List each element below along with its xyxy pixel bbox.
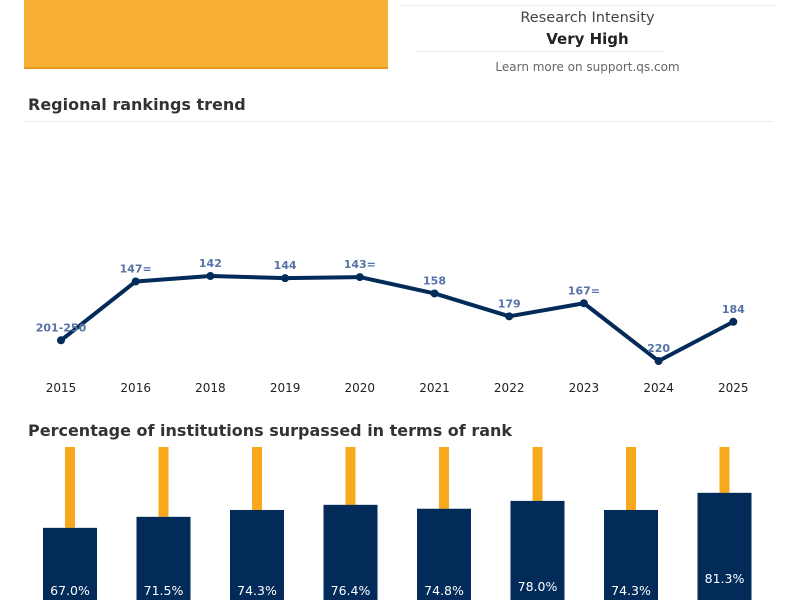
- data-point: [57, 336, 65, 345]
- remainder-bar: [532, 447, 543, 501]
- percentage-label: 67.0%: [50, 583, 90, 598]
- rank-label: 147=: [120, 262, 152, 275]
- percentage-label: 71.5%: [144, 583, 184, 598]
- percentage-bar: [697, 492, 752, 600]
- remainder-bar: [158, 447, 169, 517]
- year-label: 2019: [270, 381, 301, 395]
- percentage-label: 74.3%: [611, 583, 651, 598]
- percentage-label: 74.3%: [237, 583, 277, 598]
- remainder-bar: [345, 447, 356, 505]
- percentage-bar: [43, 527, 97, 600]
- data-point: [206, 272, 215, 280]
- divider: [415, 51, 665, 52]
- divider: [24, 121, 774, 122]
- percentage-bar: [510, 500, 565, 600]
- year-label: 2024: [643, 381, 674, 395]
- year-label: 2022: [494, 381, 525, 395]
- rank-label: 144: [274, 259, 297, 272]
- orange-banner: [24, 0, 388, 69]
- data-point: [505, 312, 514, 321]
- percentage-bar: [417, 508, 471, 600]
- trend-line: [59, 274, 735, 364]
- year-label: 2016: [120, 381, 151, 395]
- year-label: 2015: [46, 381, 77, 395]
- data-point: [729, 317, 738, 326]
- percentage-bar: [604, 509, 658, 600]
- percentage-bar: [230, 509, 284, 600]
- percentage-label: 76.4%: [331, 583, 371, 598]
- year-label: 2025: [718, 381, 749, 395]
- year-label: 2023: [569, 381, 600, 395]
- percentage-bar: [323, 504, 378, 600]
- divider: [400, 5, 775, 6]
- remainder-bar: [65, 447, 75, 528]
- remainder-bar: [439, 447, 449, 509]
- remainder-bar: [626, 447, 636, 510]
- percentage-label: 81.3%: [705, 571, 745, 586]
- rank-label: 167=: [568, 284, 600, 297]
- year-label: 2021: [419, 381, 450, 395]
- data-point: [430, 289, 439, 298]
- bar-chart-title: Percentage of institutions surpassed in …: [28, 421, 513, 440]
- rank-label: 158: [423, 274, 446, 287]
- data-point: [281, 274, 290, 283]
- learn-more-link[interactable]: Learn more on support.qs.com: [495, 60, 680, 74]
- rank-label: 143=: [344, 258, 376, 271]
- percentage-label: 78.0%: [518, 579, 558, 594]
- percentage-bar: [136, 516, 191, 600]
- remainder-bar: [252, 447, 262, 510]
- rank-label: 179: [498, 297, 521, 310]
- rank-label: 184: [722, 303, 745, 316]
- data-point: [355, 273, 364, 282]
- percentage-label: 74.8%: [424, 583, 464, 598]
- year-label: 2018: [195, 381, 226, 395]
- research-intensity-value: Very High: [546, 30, 629, 48]
- remainder-bar: [719, 447, 730, 493]
- year-label: 2020: [345, 381, 376, 395]
- data-point: [654, 357, 663, 366]
- rank-label: 142: [199, 257, 222, 270]
- research-intensity-label: Research Intensity: [520, 10, 655, 26]
- rank-label: 220: [647, 342, 670, 355]
- data-point: [131, 277, 140, 286]
- line-chart-title: Regional rankings trend: [28, 95, 246, 114]
- rank-label: 201-250: [36, 321, 87, 334]
- data-point: [579, 299, 588, 308]
